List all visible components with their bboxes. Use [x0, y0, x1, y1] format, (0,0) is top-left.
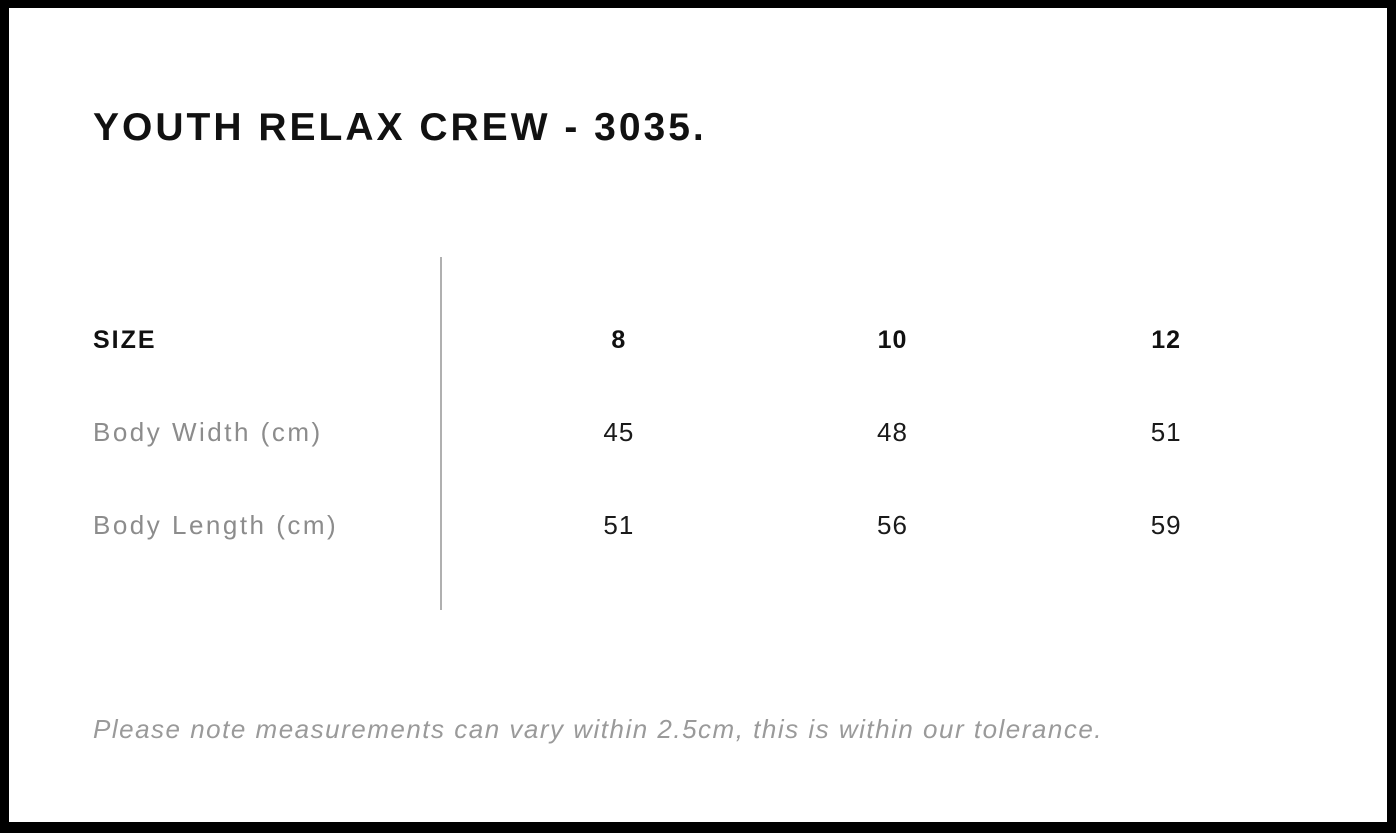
table-row-body-length: Body Length (cm) 51 56 59: [93, 509, 1303, 541]
vertical-divider-line: [440, 257, 442, 610]
table-row-body-width: Body Width (cm) 45 48 51: [93, 416, 1303, 448]
row-label-body-width: Body Width (cm): [93, 416, 323, 447]
tolerance-note: Please note measurements can vary within…: [93, 714, 1104, 744]
cell-body-length-size-8: 51: [603, 509, 635, 540]
cell-body-length-size-12: 59: [1150, 509, 1182, 540]
cell-body-length-size-10: 56: [877, 509, 908, 540]
size-column-header-10: 10: [877, 325, 908, 354]
size-column-header-8: 8: [611, 325, 627, 354]
cell-body-width-size-8: 45: [603, 416, 635, 447]
cell-body-width-size-12: 51: [1150, 416, 1182, 447]
size-column-header-12: 12: [1151, 325, 1182, 354]
page-title: YOUTH RELAX CREW - 3035.: [93, 106, 707, 149]
cell-body-width-size-10: 48: [877, 416, 908, 447]
size-header-row: SIZE 8 10 12: [93, 324, 1303, 356]
row-label-body-length: Body Length (cm): [93, 509, 339, 540]
size-header-label: SIZE: [93, 325, 157, 354]
